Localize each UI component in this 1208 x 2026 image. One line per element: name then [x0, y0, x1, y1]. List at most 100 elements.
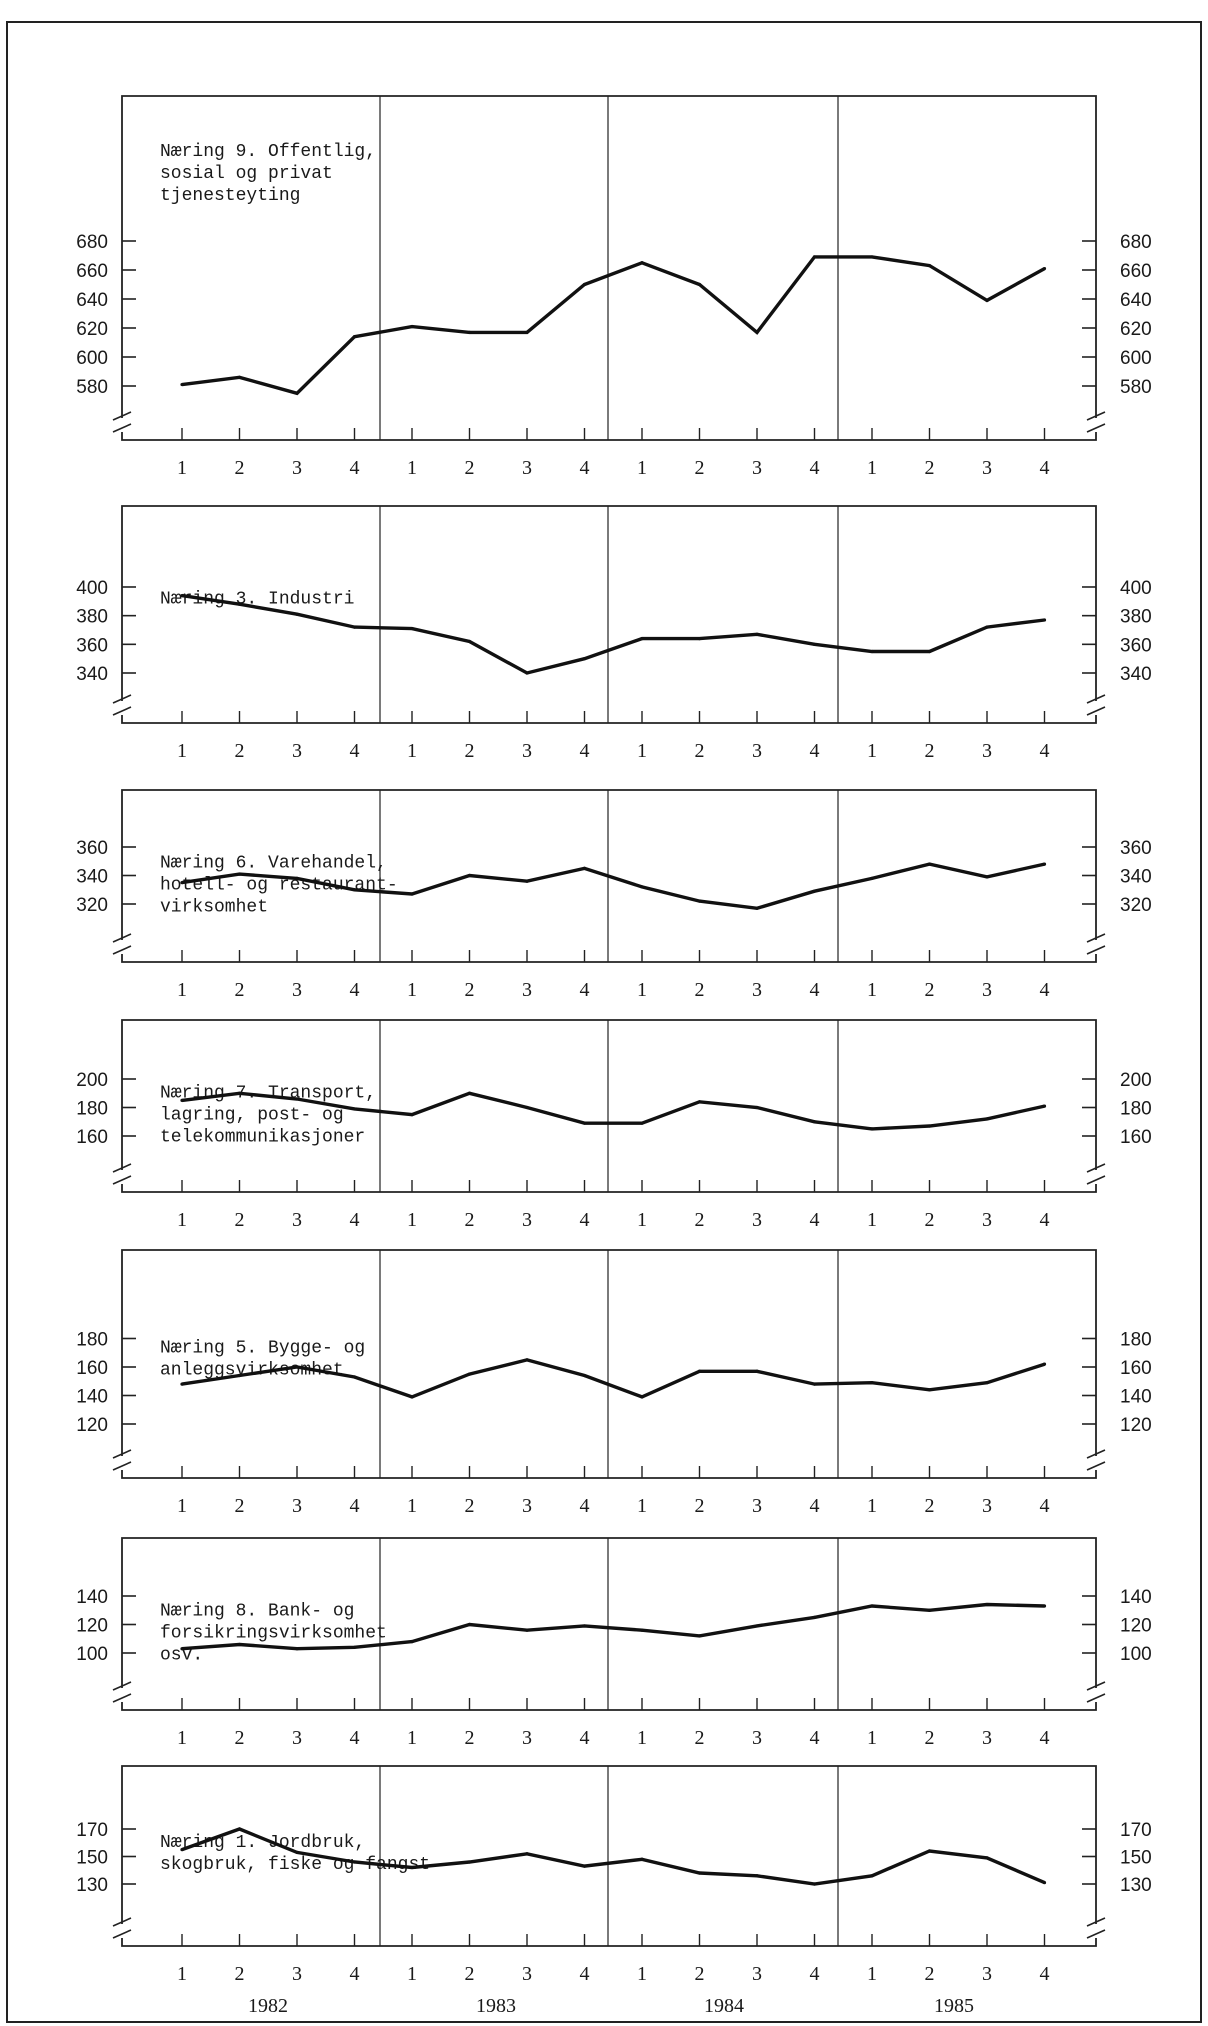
data-point: [410, 324, 414, 329]
y-tick-label-right: 400: [1120, 578, 1152, 599]
x-tick-label: 3: [752, 740, 762, 762]
x-tick-label: 3: [752, 1963, 762, 1985]
data-point: [352, 625, 357, 629]
data-point: [755, 1874, 759, 1878]
x-tick-label: 4: [350, 457, 360, 479]
x-tick-label: 4: [580, 740, 590, 762]
chart-panel-2: 340 340 360 360 380 380 400 400 1 2 3 4 1 2 3 4 1 2 3 4 1 2 3 4…: [76, 505, 1152, 762]
x-tick-label: 1: [637, 1209, 647, 1231]
data-point: [985, 1856, 989, 1860]
panel-frame-bottom: [121, 1702, 1097, 1711]
x-tick-label: 1: [637, 1727, 647, 1749]
data-point: [870, 1127, 874, 1131]
x-tick-label: 2: [925, 1963, 935, 1985]
x-tick-label: 3: [522, 457, 532, 479]
data-point: [582, 282, 587, 287]
data-point: [697, 1100, 702, 1104]
data-point: [467, 873, 472, 878]
x-tick-label: 3: [522, 979, 532, 1001]
x-tick-label: 4: [810, 740, 820, 762]
y-tick-label-right: 140: [1120, 1587, 1152, 1608]
data-point: [582, 657, 587, 661]
data-point: [180, 593, 184, 598]
data-point: [352, 1375, 357, 1379]
y-tick-label-left: 120: [76, 1616, 108, 1637]
data-point: [295, 612, 299, 616]
axis-break-left: [112, 411, 132, 433]
series-line: [181, 1091, 1045, 1131]
data-point: [812, 889, 817, 893]
data-point: [582, 866, 587, 870]
x-tick-label: 2: [465, 457, 475, 479]
y-tick-label-right: 180: [1120, 1330, 1152, 1351]
x-tick-label: 3: [752, 1727, 762, 1749]
x-tick-label: 1: [407, 1963, 417, 1985]
data-point: [640, 1857, 644, 1861]
x-tick-label: 4: [1040, 740, 1050, 762]
panel-frame: [121, 1249, 1097, 1456]
panel-title-line: virksomhet: [160, 897, 268, 917]
panel-title-line: Næring 7. Transport,: [160, 1083, 376, 1103]
x-tick-label: 1: [177, 1963, 187, 1985]
data-point: [525, 1852, 529, 1856]
data-point: [410, 892, 414, 896]
data-point: [525, 330, 529, 334]
data-point: [985, 1602, 989, 1607]
data-point: [237, 872, 242, 876]
x-tick-label: 1: [177, 1727, 187, 1749]
x-tick-label: 2: [925, 1495, 935, 1517]
chart-panel-3: 320 320 340 340 360 360 1 2 3 4 1 2 3 4 1 2 3 4 1 2 3 4 Næring…: [76, 789, 1152, 1001]
panel-title-line: Næring 5. Bygge- og: [160, 1339, 365, 1359]
data-point: [697, 636, 702, 641]
panel-title-line: Næring 8. Bank- og: [160, 1601, 354, 1621]
x-tick-label: 1: [867, 1495, 877, 1517]
x-tick-label: 2: [925, 1727, 935, 1749]
x-tick-label: 4: [810, 1495, 820, 1517]
axis-break-right: [1086, 1449, 1106, 1471]
data-point: [180, 1848, 184, 1852]
data-point: [1042, 1362, 1047, 1366]
y-tick-label-right: 200: [1120, 1070, 1152, 1091]
data-point: [295, 1850, 299, 1854]
data-point: [295, 391, 299, 395]
y-tick-label-left: 160: [76, 1358, 108, 1379]
data-point: [812, 1120, 817, 1124]
x-tick-label: 1: [177, 1209, 187, 1231]
x-tick-label: 4: [350, 740, 360, 762]
y-tick-label-right: 680: [1120, 232, 1152, 253]
y-tick-label-left: 130: [76, 1875, 108, 1896]
data-point: [870, 1874, 874, 1878]
y-tick-label-left: 120: [76, 1415, 108, 1436]
axis-break-right: [1086, 1681, 1106, 1703]
data-point: [410, 626, 414, 631]
panel-frame-bottom: [121, 1184, 1097, 1193]
panel-frame: [121, 1765, 1097, 1924]
axis-break-left: [112, 1681, 132, 1703]
x-tick-label: 3: [522, 1495, 532, 1517]
x-tick-label: 1: [867, 1963, 877, 1985]
data-point: [985, 875, 989, 879]
x-tick-label: 4: [810, 979, 820, 1001]
data-point: [410, 1395, 414, 1399]
x-tick-label: 3: [292, 457, 302, 479]
y-tick-label-right: 360: [1120, 635, 1152, 656]
y-tick-label-left: 360: [76, 838, 108, 859]
data-point: [410, 1640, 414, 1644]
data-point: [582, 1121, 587, 1125]
x-tick-label: 4: [1040, 979, 1050, 1001]
axis-break-left: [112, 694, 132, 716]
data-point: [927, 1608, 932, 1612]
x-tick-label: 3: [982, 1727, 992, 1749]
y-tick-label-left: 600: [76, 348, 108, 369]
data-point: [467, 1860, 472, 1864]
year-label-1984: 1984: [704, 1995, 744, 2017]
data-point: [985, 1381, 989, 1385]
y-tick-label-left: 580: [76, 377, 108, 398]
data-point: [870, 1604, 874, 1608]
y-tick-label-left: 160: [76, 1127, 108, 1148]
panel-title-line: Næring 9. Offentlig,: [160, 142, 376, 162]
panel-frame-bottom: [121, 1470, 1097, 1479]
data-point: [467, 639, 472, 644]
